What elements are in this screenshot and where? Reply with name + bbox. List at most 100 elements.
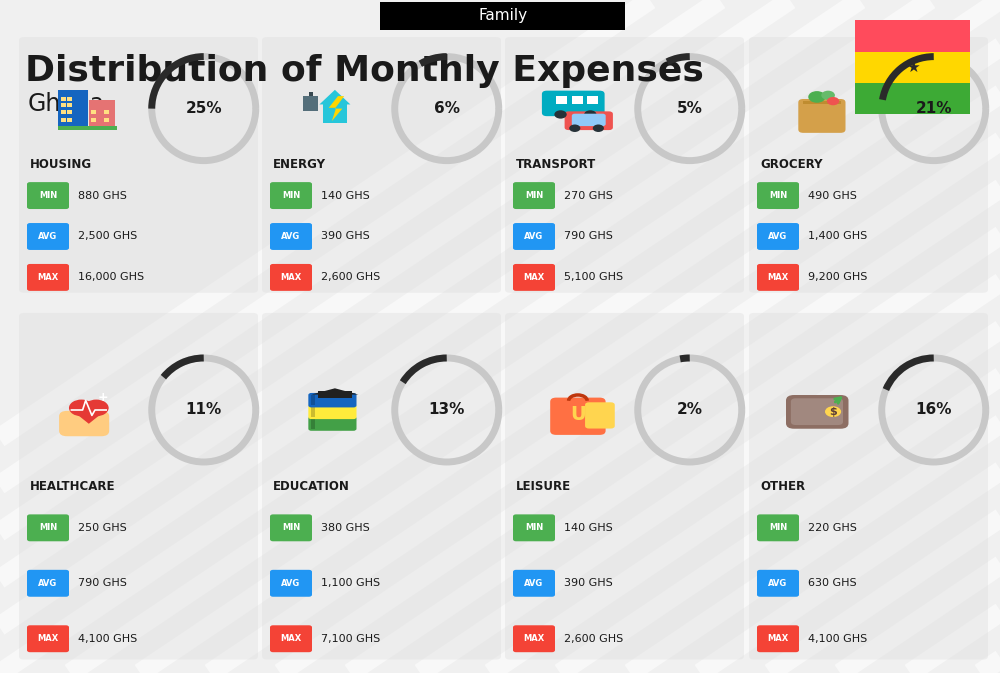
Bar xyxy=(322,104,347,123)
FancyBboxPatch shape xyxy=(27,264,69,291)
Text: AVG: AVG xyxy=(768,579,788,588)
Bar xyxy=(556,96,567,104)
Text: MAX: MAX xyxy=(767,634,789,643)
Polygon shape xyxy=(319,90,350,104)
FancyBboxPatch shape xyxy=(27,514,69,541)
Bar xyxy=(58,90,88,127)
Text: 380 GHS: 380 GHS xyxy=(321,523,370,533)
Text: MAX: MAX xyxy=(280,634,302,643)
Text: 4,100 GHS: 4,100 GHS xyxy=(78,634,137,644)
Bar xyxy=(587,96,598,104)
FancyBboxPatch shape xyxy=(380,2,625,30)
Text: 7,100 GHS: 7,100 GHS xyxy=(321,634,380,644)
Bar xyxy=(104,118,109,122)
Bar xyxy=(104,110,109,114)
Text: MAX: MAX xyxy=(280,273,302,282)
Text: 220 GHS: 220 GHS xyxy=(808,523,857,533)
Text: 13%: 13% xyxy=(429,402,465,417)
Text: 250 GHS: 250 GHS xyxy=(78,523,127,533)
Bar xyxy=(303,96,318,110)
FancyBboxPatch shape xyxy=(757,625,799,652)
Circle shape xyxy=(69,400,94,416)
Text: $: $ xyxy=(829,406,837,417)
Bar xyxy=(61,110,66,114)
Text: 5,100 GHS: 5,100 GHS xyxy=(564,273,623,283)
Bar xyxy=(58,126,117,131)
Text: 490 GHS: 490 GHS xyxy=(808,190,857,201)
Polygon shape xyxy=(69,408,109,424)
Polygon shape xyxy=(329,96,344,121)
FancyBboxPatch shape xyxy=(308,417,356,431)
Text: +: + xyxy=(97,391,108,404)
FancyBboxPatch shape xyxy=(757,514,799,541)
Text: Ghana: Ghana xyxy=(28,92,105,116)
Circle shape xyxy=(593,125,604,132)
Polygon shape xyxy=(311,388,358,394)
Text: 390 GHS: 390 GHS xyxy=(564,578,613,588)
FancyBboxPatch shape xyxy=(585,402,615,429)
Text: MIN: MIN xyxy=(282,524,300,532)
Text: MAX: MAX xyxy=(523,273,545,282)
Text: Family: Family xyxy=(478,8,528,23)
Bar xyxy=(67,110,72,114)
FancyBboxPatch shape xyxy=(513,264,555,291)
FancyBboxPatch shape xyxy=(791,398,843,425)
Text: 16%: 16% xyxy=(915,402,952,417)
Text: MIN: MIN xyxy=(525,191,543,200)
Bar xyxy=(67,118,72,122)
FancyBboxPatch shape xyxy=(757,570,799,597)
FancyBboxPatch shape xyxy=(542,91,605,116)
Text: AVG: AVG xyxy=(524,232,544,241)
FancyBboxPatch shape xyxy=(19,313,258,660)
Circle shape xyxy=(808,91,826,103)
Bar xyxy=(91,118,96,122)
Text: MAX: MAX xyxy=(37,273,59,282)
FancyBboxPatch shape xyxy=(798,99,846,133)
Text: MIN: MIN xyxy=(282,191,300,200)
Text: ★: ★ xyxy=(906,60,919,75)
FancyBboxPatch shape xyxy=(749,37,988,293)
FancyBboxPatch shape xyxy=(749,313,988,660)
Bar xyxy=(311,419,315,429)
FancyBboxPatch shape xyxy=(786,395,848,429)
Text: MAX: MAX xyxy=(523,634,545,643)
FancyBboxPatch shape xyxy=(757,223,799,250)
Text: MAX: MAX xyxy=(37,634,59,643)
FancyBboxPatch shape xyxy=(270,182,312,209)
Bar xyxy=(67,97,72,101)
FancyBboxPatch shape xyxy=(262,37,501,293)
Text: GROCERY: GROCERY xyxy=(760,158,822,172)
Text: 11%: 11% xyxy=(186,402,222,417)
Circle shape xyxy=(825,406,841,417)
Text: 630 GHS: 630 GHS xyxy=(808,578,857,588)
Bar xyxy=(855,52,970,83)
Text: AVG: AVG xyxy=(38,232,58,241)
Text: MIN: MIN xyxy=(39,191,57,200)
Bar xyxy=(89,100,115,127)
Text: 2,600 GHS: 2,600 GHS xyxy=(321,273,380,283)
Circle shape xyxy=(584,110,596,118)
Text: 140 GHS: 140 GHS xyxy=(564,523,613,533)
FancyBboxPatch shape xyxy=(270,223,312,250)
Text: 16,000 GHS: 16,000 GHS xyxy=(78,273,144,283)
Text: 790 GHS: 790 GHS xyxy=(78,578,127,588)
Text: 25%: 25% xyxy=(185,101,222,116)
Bar xyxy=(572,96,583,104)
Text: HOUSING: HOUSING xyxy=(30,158,92,172)
FancyBboxPatch shape xyxy=(308,404,356,419)
Text: 880 GHS: 880 GHS xyxy=(78,190,127,201)
FancyBboxPatch shape xyxy=(565,111,613,130)
FancyBboxPatch shape xyxy=(27,570,69,597)
Text: ENERGY: ENERGY xyxy=(273,158,326,172)
Circle shape xyxy=(554,110,567,118)
FancyBboxPatch shape xyxy=(513,570,555,597)
FancyBboxPatch shape xyxy=(270,625,312,652)
Text: 2,500 GHS: 2,500 GHS xyxy=(78,232,137,242)
FancyBboxPatch shape xyxy=(270,570,312,597)
Text: 1,400 GHS: 1,400 GHS xyxy=(808,232,867,242)
FancyBboxPatch shape xyxy=(318,391,352,398)
Text: Distribution of Monthly Expenses: Distribution of Monthly Expenses xyxy=(25,54,704,87)
Text: AVG: AVG xyxy=(524,579,544,588)
FancyBboxPatch shape xyxy=(757,264,799,291)
Bar xyxy=(61,97,66,101)
